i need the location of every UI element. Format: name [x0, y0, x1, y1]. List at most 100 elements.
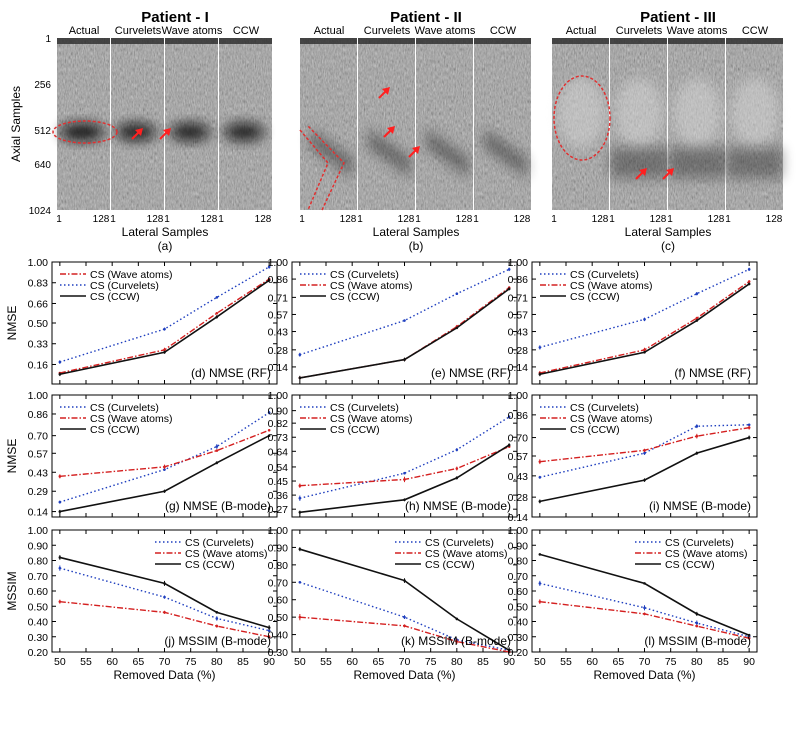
data-point: [455, 467, 459, 470]
ytick-label: 0.50: [28, 601, 49, 613]
y-axis-label: NMSE: [5, 439, 19, 474]
ytick-label: 0.60: [508, 586, 529, 598]
chart-title: (j) MSSIM (B-mode): [164, 634, 271, 648]
xtick-label: 70: [639, 656, 651, 668]
ytick-label: 0.20: [508, 647, 529, 659]
legend-label: CS (Wave atoms): [330, 413, 412, 425]
image-column-label: Curvelets: [364, 25, 411, 37]
ytick-label: 0.86: [268, 274, 289, 286]
xtick-label: 75: [185, 656, 197, 668]
red-arrow-icon: [159, 128, 171, 140]
chart-k: 0.30 0.40 0.50 0.60 0.70 0.80 0.90 1.00 50 55 60 65…: [268, 525, 518, 682]
ytick-label: 1.00: [268, 257, 289, 269]
legend: CS (Curvelets)CS (Wave atoms)CS (CCW): [540, 402, 652, 436]
data-point: [747, 636, 751, 640]
data-point: [58, 360, 62, 364]
ytick-label: 0.50: [508, 601, 529, 613]
ytick-label: 0.80: [508, 556, 529, 568]
x-axis-label: Removed Data (%): [353, 668, 455, 682]
image-xtick-label: 1: [56, 214, 62, 225]
legend-label: CS (Curvelets): [330, 269, 399, 281]
ultrasound-image: [57, 38, 110, 210]
ytick-label: 1.00: [508, 525, 529, 537]
chart-title: (i) NMSE (B-mode): [649, 499, 751, 513]
series-line-wave_atoms: [299, 445, 510, 487]
ytick-label: 0.50: [268, 612, 289, 624]
ultrasound-image: [165, 38, 218, 210]
image-xtick-label: 128: [708, 214, 725, 225]
data-point: [507, 287, 511, 291]
series-line-ccw: [539, 553, 750, 636]
ytick-label: 0.28: [508, 492, 529, 504]
plot-area: [531, 261, 758, 385]
chart-title: (k) MSSIM (B-mode): [401, 634, 511, 648]
legend: CS (Curvelets)CS (Wave atoms)CS (CCW): [155, 537, 267, 571]
ytick-label: 0.90: [28, 540, 49, 552]
data-point: [747, 280, 751, 283]
data-point: [538, 372, 542, 376]
data-point: [643, 449, 646, 452]
ytick-label: 0.20: [28, 647, 49, 659]
red-arrow-icon: [662, 168, 674, 180]
ytick-label: 1.00: [508, 390, 529, 402]
xtick-label: 80: [211, 656, 223, 668]
image-xtick-label: 128: [255, 214, 272, 225]
data-point: [163, 611, 166, 614]
series-line-ccw: [299, 548, 510, 651]
data-point: [58, 475, 62, 478]
series-line-ccw: [299, 288, 510, 379]
xtick-label: 60: [586, 656, 598, 668]
legend: CS (Curvelets)CS (Wave atoms)CS (CCW): [60, 402, 172, 436]
ytick-label: 0.43: [268, 327, 289, 339]
chart-j: 0.20 0.30 0.40 0.50 0.60 0.70 0.80 0.90 1.00 50 55…: [5, 525, 278, 682]
image-column-label: CCW: [233, 25, 260, 37]
legend: CS (Curvelets)CS (Wave atoms)CS (CCW): [635, 537, 747, 571]
data-point: [163, 465, 166, 469]
xtick-label: 75: [665, 656, 677, 668]
image-xtick-label: 128: [650, 214, 667, 225]
patient-title: Patient - II: [390, 9, 462, 26]
xtick-label: 80: [451, 656, 463, 668]
ultrasound-image: [416, 38, 473, 210]
image-xtick-label: 1: [164, 214, 170, 225]
data-point: [455, 448, 459, 452]
data-point: [403, 624, 406, 628]
ultrasound-image: [111, 38, 164, 210]
patient-image-group: Patient - II Actual Curvelets Wave atoms CCW…: [299, 9, 531, 253]
ytick-label: 0.40: [508, 617, 529, 629]
image-column-label: Wave atoms: [415, 25, 476, 37]
data-point: [403, 579, 406, 582]
data-point: [58, 600, 62, 603]
data-point: [695, 292, 699, 296]
ytick-label: 1.00: [508, 257, 529, 269]
data-point: [747, 633, 751, 637]
chart-e: 0.14 0.28 0.43 0.57 0.71 0.86 1.00 (e) NMSE (RF…: [268, 257, 518, 385]
data-point: [163, 348, 166, 352]
data-point: [695, 424, 699, 428]
plot-area: [51, 529, 278, 653]
image-column-label: Actual: [566, 25, 597, 37]
data-point: [695, 434, 699, 438]
image-ytick-label: 640: [34, 160, 51, 171]
chart-title: (l) MSSIM (B-mode): [644, 634, 751, 648]
red-arrow-icon: [408, 146, 420, 158]
ytick-label: 0.86: [508, 274, 529, 286]
ytick-label: 0.60: [268, 595, 289, 607]
series-line-wave_atoms: [299, 616, 510, 653]
ytick-label: 0.29: [28, 486, 49, 498]
lesion-outline: [299, 125, 345, 211]
ytick-label: 0.54: [268, 462, 289, 474]
data-point: [643, 606, 646, 610]
patient-image-group: Patient - III Actual Curvelets Wave atoms CC…: [551, 9, 783, 253]
series-line-wave_atoms: [59, 278, 270, 374]
ultrasound-image: [610, 38, 667, 210]
patient-image-group: Patient - I Actual Curvelets Wave atoms CCW 1…: [9, 9, 272, 253]
panel-tag: (b): [409, 239, 424, 253]
data-point: [643, 478, 646, 482]
image-column-label: CCW: [490, 25, 517, 37]
data-point: [215, 611, 219, 614]
data-point: [538, 475, 542, 479]
ytick-label: 0.70: [268, 577, 289, 589]
ytick-label: 0.64: [268, 446, 289, 458]
image-xtick-label: 1: [473, 214, 479, 225]
